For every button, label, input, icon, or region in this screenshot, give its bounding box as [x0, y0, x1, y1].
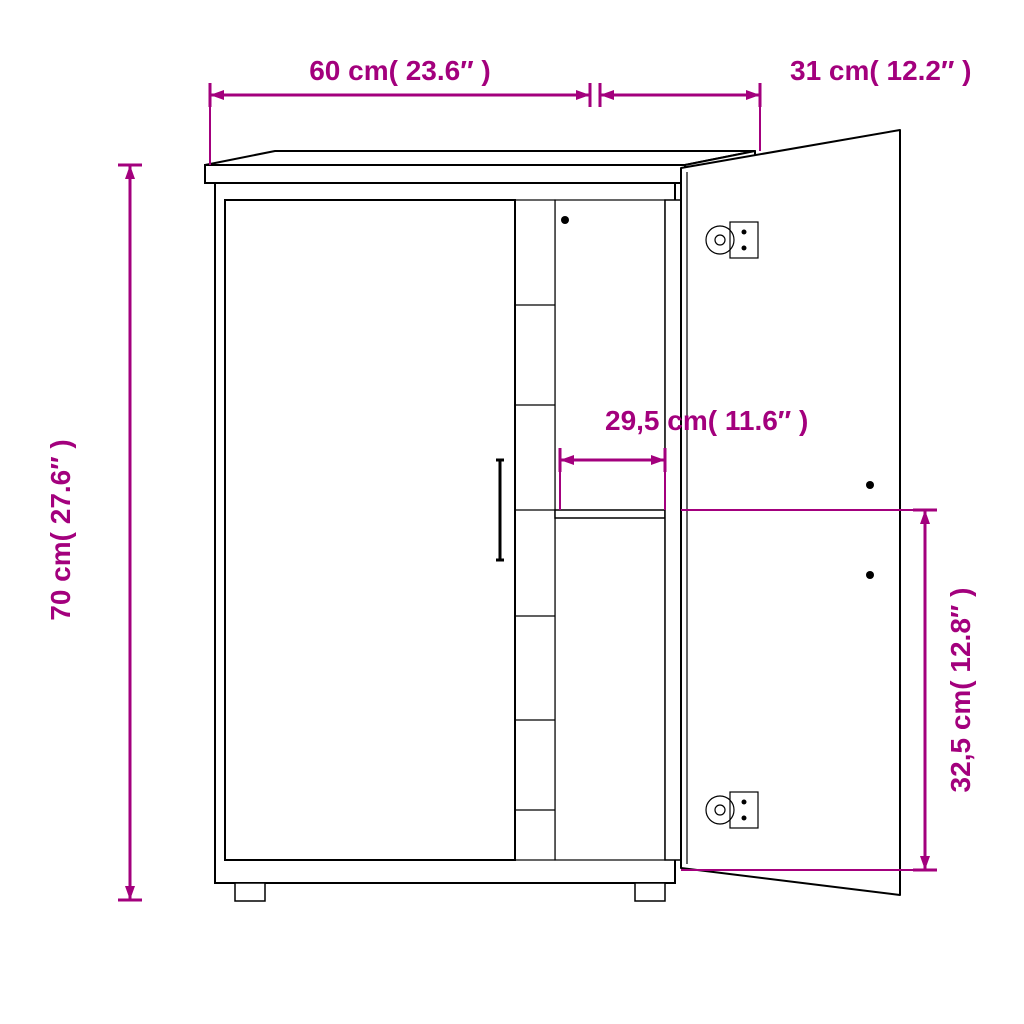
dimension-depth: 31 cm( 12.2″ ) — [790, 55, 972, 86]
dimension-height: 70 cm( 27.6″ ) — [45, 439, 76, 621]
dimension-shelf-depth: 29,5 cm( 11.6″ ) — [605, 405, 808, 436]
dimension-shelf-height: 32,5 cm( 12.8″ ) — [945, 588, 976, 793]
cabinet-outline — [205, 130, 900, 901]
dimension-width: 60 cm( 23.6″ ) — [309, 55, 491, 86]
cabinet-technical-drawing: 60 cm( 23.6″ ) 31 cm( 12.2″ ) 70 cm( 27.6″… — [0, 0, 1024, 1024]
